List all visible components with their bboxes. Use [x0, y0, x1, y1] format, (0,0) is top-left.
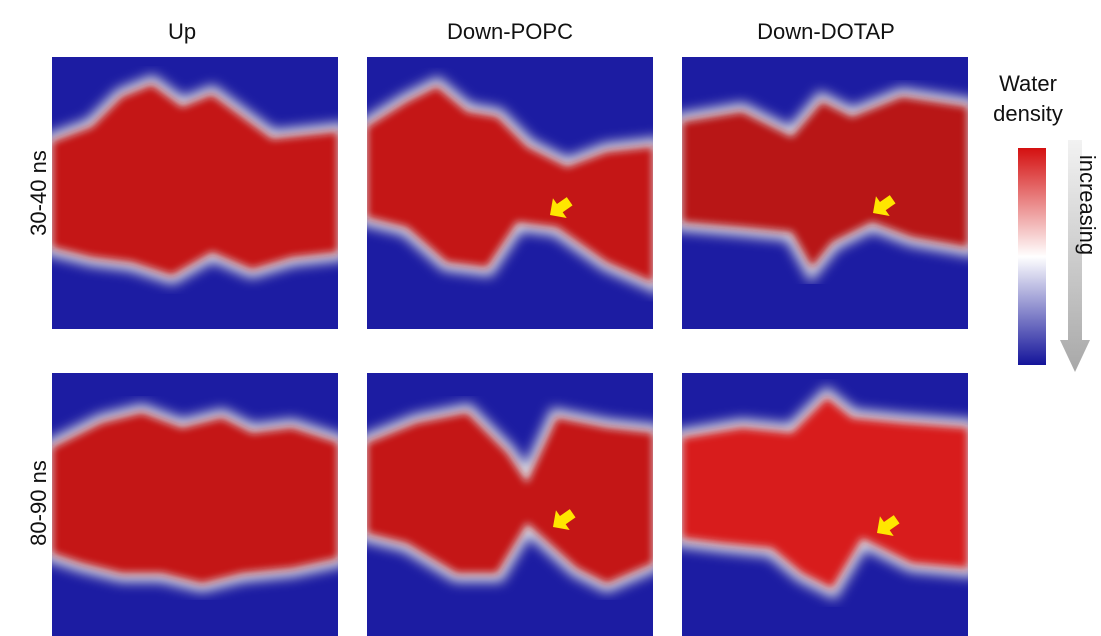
colorbar — [1018, 148, 1046, 365]
legend-title: density — [993, 101, 1063, 126]
figure: Up Down-POPC Down-DOTAP 30-40 ns 80-90 n… — [0, 0, 1101, 636]
density-map — [367, 57, 653, 329]
legend-title: Water — [999, 71, 1057, 96]
legend-direction: increasing — [1075, 155, 1100, 255]
density-map — [682, 57, 968, 329]
column-title: Up — [168, 19, 196, 44]
row-label: 30-40 ns — [26, 150, 51, 236]
density-map — [52, 57, 338, 329]
density-map — [52, 373, 338, 636]
density-map — [367, 373, 653, 636]
column-title: Down-POPC — [447, 19, 573, 44]
column-title: Down-DOTAP — [757, 19, 895, 44]
density-map — [682, 373, 968, 636]
row-label: 80-90 ns — [26, 460, 51, 546]
